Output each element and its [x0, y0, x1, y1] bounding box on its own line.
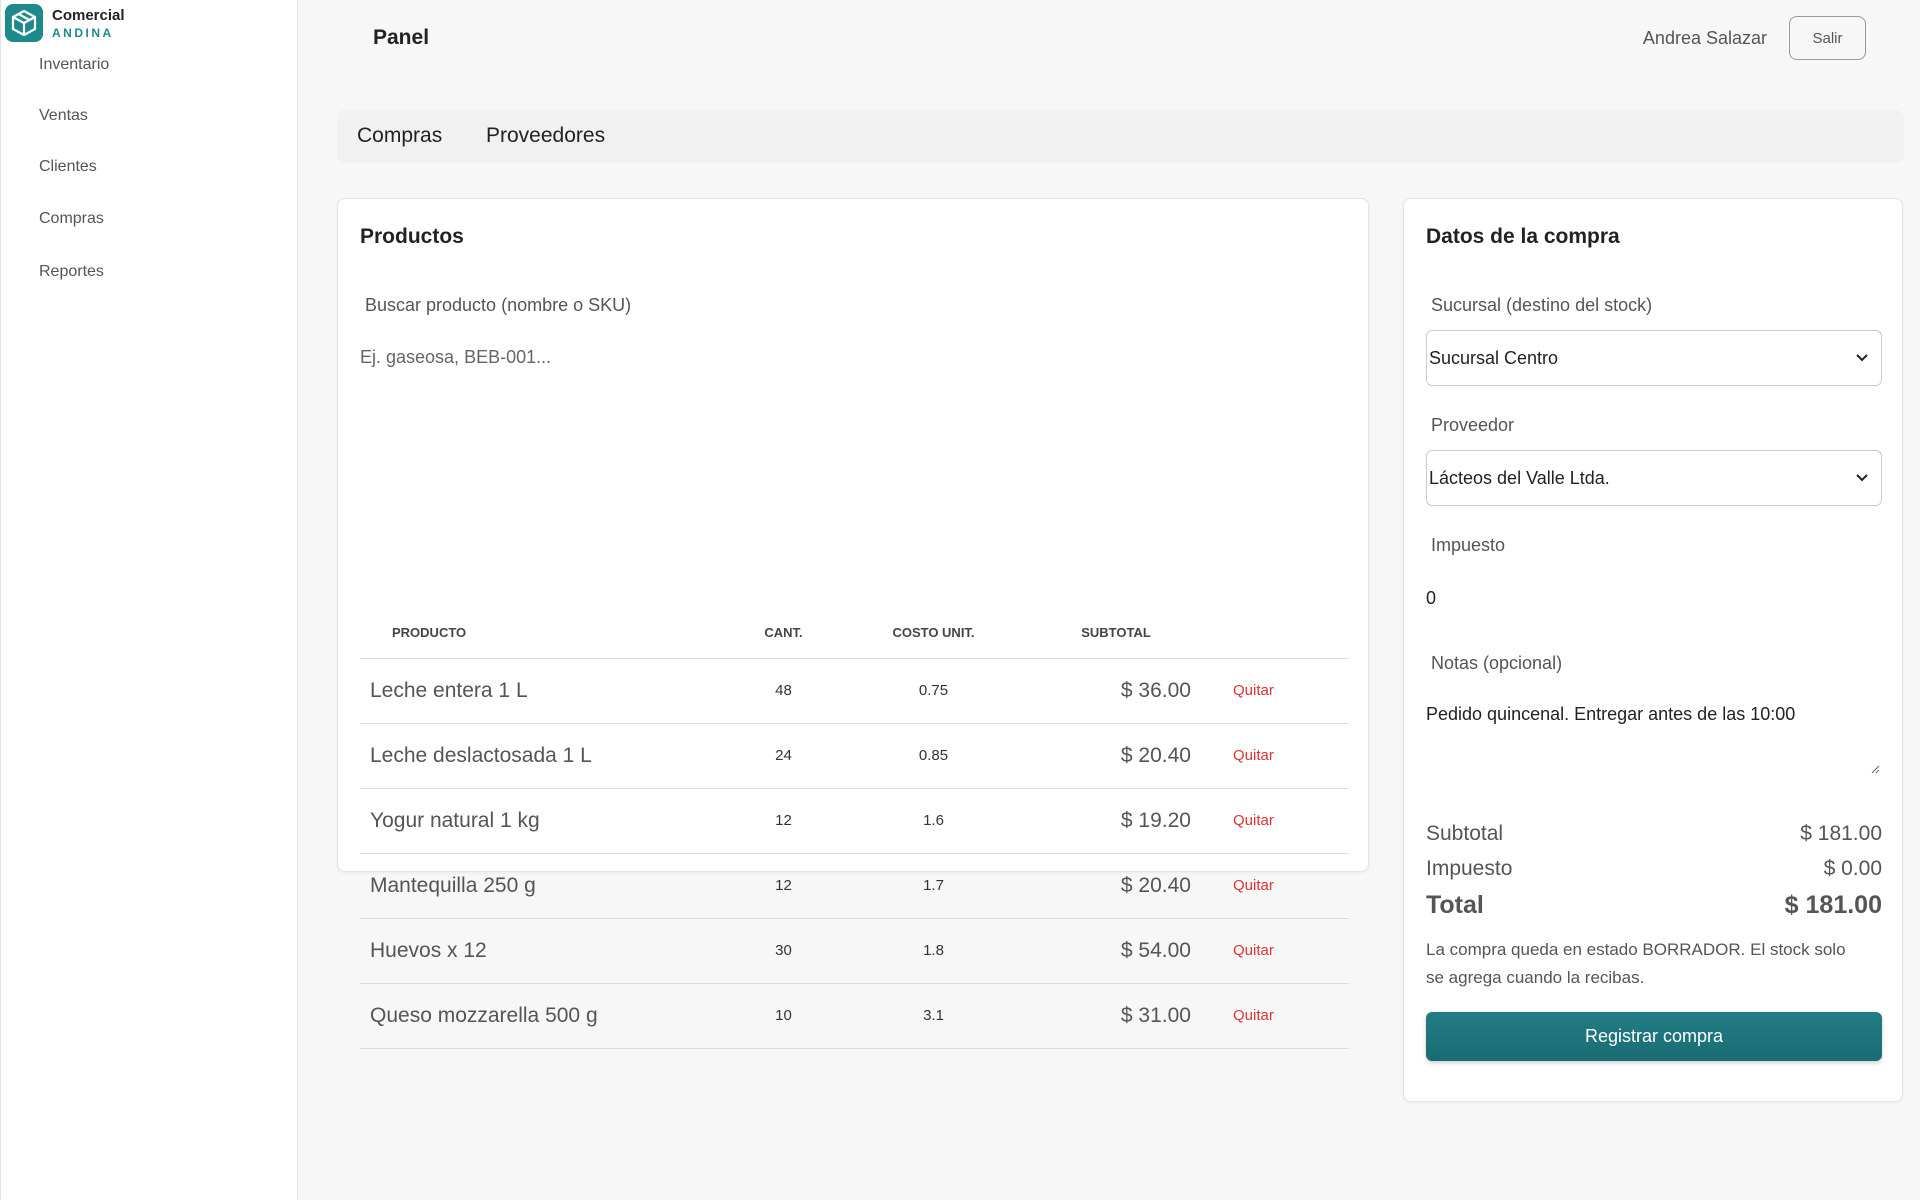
column-header: SUBTOTAL — [1041, 607, 1191, 659]
product-name: Leche deslactosada 1 L — [360, 723, 741, 789]
product-name: Mantequilla 250 g — [360, 853, 741, 919]
tab[interactable]: Proveedores — [486, 124, 606, 147]
quantity: 10 — [741, 983, 826, 1049]
chevron — [1856, 354, 1868, 362]
column-header: COSTO UNIT. — [826, 607, 1041, 659]
field-label: Sucursal (destino del stock) — [1431, 295, 1653, 315]
products-card: Productos Buscar producto (nombre o SKU)… — [337, 198, 1369, 1049]
unit-cost: 1.6 — [826, 788, 1041, 854]
logo — [5, 4, 43, 42]
unit-cost: 1.8 — [826, 918, 1041, 984]
search-input[interactable]: Ej. gaseosa, BEB-001... — [360, 347, 552, 367]
quantity: 12 — [741, 853, 826, 919]
sidebar: Comercial ANDINA Inventario Ventas Cliente… — [0, 0, 298, 1200]
remove-link[interactable]: Quitar — [1191, 983, 1349, 1049]
subtotal: $ 20.40 — [1041, 853, 1191, 919]
tab[interactable]: Compras — [357, 124, 443, 147]
nav-item[interactable]: Reportes — [39, 263, 104, 280]
subtotal: $ 19.20 — [1041, 788, 1191, 854]
card-title: Productos — [360, 225, 464, 248]
table-row: Huevos x 12 30 1.8 $ 54.00 Quitar — [360, 918, 1349, 984]
label: Impuesto — [1426, 857, 1513, 880]
field-label: Notas (opcional) — [1431, 653, 1563, 673]
submit-button[interactable]: Registrar compra — [1426, 1012, 1882, 1061]
supplier-select[interactable]: Lácteos del Valle Ltda. — [1426, 450, 1882, 506]
unit-cost: 0.75 — [826, 658, 1041, 724]
remove-link[interactable]: Quitar — [1191, 788, 1349, 854]
column-header-empty — [1191, 607, 1349, 659]
branch-select[interactable]: Sucursal Centro — [1426, 330, 1882, 386]
subtotal: $ 36.00 — [1041, 658, 1191, 724]
total-row: Total $ 181.00 — [1426, 891, 1882, 920]
products-table: PRODUCTO CANT. COSTO UNIT. SUBTOTAL Leche e… — [360, 607, 1349, 1049]
unit-cost: 3.1 — [826, 983, 1041, 1049]
table-row: Leche entera 1 L 48 0.75 $ 36.00 Quitar — [360, 658, 1349, 724]
unit-cost: 1.7 — [826, 853, 1041, 919]
card-title: Datos de la compra — [1426, 225, 1620, 248]
tabs-bar: Compras Proveedores — [337, 110, 1904, 163]
subtotal-row: Subtotal $ 181.00 — [1426, 822, 1882, 846]
nav-item[interactable]: Ventas — [39, 107, 88, 124]
nav-item[interactable]: Clientes — [39, 158, 97, 175]
resize-handle — [1871, 765, 1880, 774]
product-name: Huevos x 12 — [360, 918, 741, 984]
table-row: Yogur natural 1 kg 12 1.6 $ 19.20 Quitar — [360, 788, 1349, 854]
subtotal: $ 54.00 — [1041, 918, 1191, 984]
remove-link[interactable]: Quitar — [1191, 853, 1349, 919]
value: $ 181.00 — [1800, 822, 1882, 845]
product-name: Queso mozzarella 500 g — [360, 983, 741, 1049]
brand-sub: ANDINA — [52, 26, 114, 40]
quantity: 24 — [741, 723, 826, 789]
table-row: Leche deslactosada 1 L 24 0.85 $ 20.40 Quita… — [360, 723, 1349, 789]
subtotal: $ 20.40 — [1041, 723, 1191, 789]
brand-name: Comercial — [52, 7, 125, 24]
notes-textarea[interactable]: Pedido quincenal. Entregar antes de las … — [1426, 704, 1882, 776]
field-label: Proveedor — [1431, 415, 1515, 435]
label: Total — [1426, 891, 1484, 919]
user-name: Andrea Salazar — [1642, 28, 1767, 48]
header-title: Panel — [373, 26, 430, 49]
search-label: Buscar producto (nombre o SKU) — [365, 295, 632, 315]
select-value: Lácteos del Valle Ltda. — [1429, 467, 1610, 488]
table-row: Queso mozzarella 500 g 10 3.1 $ 31.00 Quitar — [360, 983, 1349, 1049]
chevron — [1856, 474, 1868, 482]
nav-item[interactable]: Compras — [39, 210, 104, 227]
status-note: La compra queda en estado BORRADOR. El s… — [1426, 940, 1846, 987]
select-value: Sucursal Centro — [1429, 347, 1559, 368]
field-label: Impuesto — [1431, 535, 1506, 555]
subtotal: $ 31.00 — [1041, 983, 1191, 1049]
value: $ 181.00 — [1784, 891, 1882, 919]
value: $ 0.00 — [1823, 857, 1882, 880]
table-row: Mantequilla 250 g 12 1.7 $ 20.40 Quitar — [360, 853, 1349, 919]
remove-link[interactable]: Quitar — [1191, 723, 1349, 789]
column-header: PRODUCTO — [360, 607, 741, 659]
quantity: 30 — [741, 918, 826, 984]
unit-cost: 0.85 — [826, 723, 1041, 789]
logout-button[interactable]: Salir — [1789, 16, 1866, 60]
logo-icon — [11, 9, 37, 37]
column-header: CANT. — [741, 607, 826, 659]
remove-link[interactable]: Quitar — [1191, 918, 1349, 984]
remove-link[interactable]: Quitar — [1191, 658, 1349, 724]
product-name: Yogur natural 1 kg — [360, 788, 741, 854]
label: Subtotal — [1426, 822, 1504, 845]
nav-item[interactable]: Inventario — [39, 56, 110, 73]
quantity: 12 — [741, 788, 826, 854]
notes-text: Pedido quincenal. Entregar antes de las … — [1426, 704, 1796, 724]
tax-row: Impuesto $ 0.00 — [1426, 857, 1882, 881]
product-name: Leche entera 1 L — [360, 658, 741, 724]
purchase-card: Datos de la compra Sucursal (destino del… — [1403, 198, 1903, 1102]
tax-input[interactable]: 0 — [1426, 588, 1437, 608]
quantity: 48 — [741, 658, 826, 724]
